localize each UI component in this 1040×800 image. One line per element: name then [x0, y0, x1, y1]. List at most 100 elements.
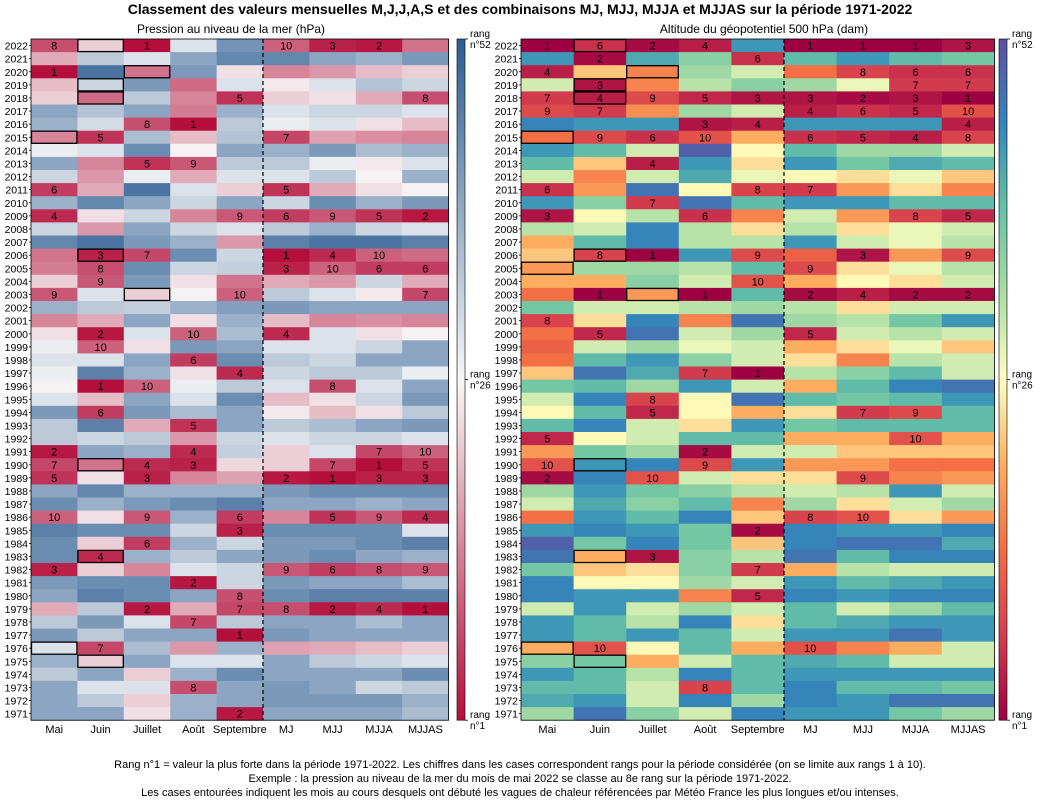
heatmap-cell [263, 353, 310, 367]
heatmap-cell [889, 445, 943, 459]
y-tick-label: 2016 [495, 119, 519, 131]
heatmap-cell [355, 117, 403, 132]
heatmap-cell [77, 445, 125, 459]
heatmap-cell [626, 52, 680, 66]
heatmap-cell [941, 445, 995, 459]
cell-rank-label: 8 [860, 67, 866, 79]
heatmap-cell [521, 143, 575, 158]
heatmap-cell [626, 707, 680, 721]
heatmap-cell [731, 366, 785, 381]
heatmap-cell [263, 117, 310, 132]
cell-rank-label: 7 [98, 643, 104, 655]
cell-rank-label: 9 [807, 263, 813, 275]
cell-rank-label: 10 [373, 250, 385, 262]
heatmap-cell [216, 471, 264, 485]
heatmap-cell [731, 418, 785, 433]
heatmap-cell [678, 104, 732, 119]
cell-rank-label: 5 [597, 329, 603, 341]
y-tick-label: 1985 [495, 525, 519, 537]
cell-rank-label: 2 [912, 289, 918, 301]
heatmap-cell [77, 405, 125, 420]
heatmap-cell [836, 314, 890, 328]
cell-rank-label: 4 [597, 93, 603, 105]
heatmap-cell [77, 39, 125, 53]
heatmap-cell [784, 117, 838, 132]
cell-rank-label: 7 [860, 407, 866, 419]
heatmap-cell [889, 432, 943, 446]
cell-rank-label: 7 [376, 447, 382, 459]
heatmap-cell [678, 654, 732, 669]
heatmap-cell [309, 458, 357, 472]
cell-rank-label: 3 [702, 119, 708, 131]
heatmap-cell [784, 523, 838, 538]
heatmap-cell [941, 523, 995, 538]
heatmap-cell [402, 615, 450, 629]
heatmap-cell [355, 196, 403, 210]
heatmap-cell [402, 641, 450, 656]
y-tick-label: 2005 [5, 263, 29, 275]
cell-rank-label: 5 [807, 329, 813, 341]
heatmap-cell [573, 510, 627, 525]
y-tick-label: 1974 [5, 669, 29, 681]
heatmap-cell [573, 104, 627, 119]
heatmap-cell [626, 327, 680, 341]
cell-rank-label: 3 [422, 473, 428, 485]
heatmap-cell [889, 65, 943, 79]
cell-rank-label: 8 [330, 381, 336, 393]
heatmap-cell [402, 654, 450, 669]
heatmap-cell [355, 274, 403, 289]
cell-rank-label: 6 [702, 211, 708, 223]
heatmap-cell [784, 235, 838, 250]
cell-rank-label: 4 [330, 250, 336, 262]
heatmap-cell [355, 536, 403, 551]
heatmap-cell [170, 143, 218, 158]
heatmap-cell [678, 549, 732, 564]
heatmap-cell [573, 52, 627, 66]
heatmap-cell [170, 65, 218, 79]
cell-rank-label: 9 [544, 106, 550, 118]
heatmap-cell [216, 156, 264, 171]
heatmap-cell [836, 707, 890, 721]
heatmap-cell [170, 209, 218, 223]
cell-rank-label: 3 [237, 525, 243, 537]
heatmap-cell [31, 52, 78, 66]
cell-rank-label: 5 [283, 185, 289, 197]
heatmap-cell [626, 563, 680, 577]
heatmap-cell [309, 52, 357, 66]
heatmap-cell [573, 497, 627, 512]
heatmap-cell [573, 680, 627, 695]
cell-rank-label: 2 [330, 604, 336, 616]
heatmap-cell [123, 274, 171, 289]
heatmap-cell [941, 196, 995, 210]
heatmap-cell [521, 301, 575, 315]
cell-rank-label: 9 [702, 460, 708, 472]
heatmap-cell [784, 261, 838, 276]
cell-rank-label: 10 [909, 434, 921, 446]
heatmap-cell [731, 91, 785, 105]
heatmap-cell [77, 301, 125, 315]
heatmap-cell [123, 432, 171, 446]
heatwave-outline [626, 287, 679, 302]
cell-rank-label: 7 [51, 460, 57, 472]
cell-rank-label: 7 [755, 565, 761, 577]
heatmap-cell [216, 353, 264, 367]
heatmap-cell [170, 471, 218, 485]
heatmap-cell [355, 287, 403, 302]
heatmap-cell [263, 143, 310, 158]
y-tick-label: 2012 [495, 172, 519, 184]
heatmap-cell [521, 641, 575, 656]
heatmap-cell [836, 523, 890, 538]
heatmap-cell [355, 405, 403, 420]
heatmap-cell [626, 445, 680, 459]
heatmap-cell [941, 707, 995, 721]
y-tick-label: 1976 [5, 643, 29, 655]
heatmap-cell [626, 301, 680, 315]
heatmap-cell [216, 117, 264, 132]
heatmap-cell [889, 418, 943, 433]
heatmap-cell [355, 130, 403, 145]
heatmap-cell [521, 576, 575, 590]
heatmap-cell [263, 52, 310, 66]
y-tick-label: 2020 [5, 67, 29, 79]
heatmap-cell [31, 680, 78, 695]
heatmap-cell [836, 667, 890, 682]
